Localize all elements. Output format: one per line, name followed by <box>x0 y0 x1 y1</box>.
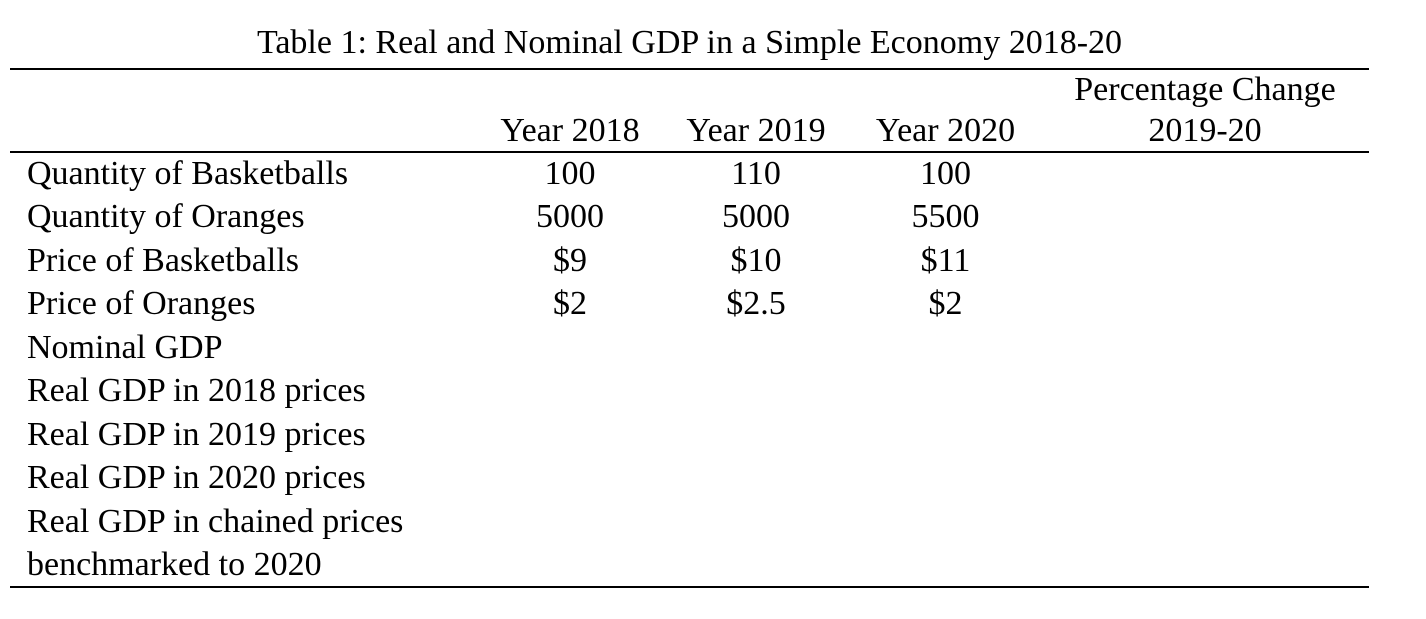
cell-year-2019 <box>662 370 850 414</box>
header-row-years: Year 2018 Year 2019 Year 2020 2019-20 <box>10 110 1369 153</box>
cell-year-2018: $2 <box>553 285 587 323</box>
cell-year-2020: $2 <box>928 285 963 323</box>
table-row: Real GDP in chained prices <box>10 500 1369 544</box>
row-label: Real GDP in 2018 prices <box>27 372 366 410</box>
column-header-year-2019: Year 2019 <box>662 110 850 153</box>
cell-year-2020 <box>850 500 1041 544</box>
row-label: benchmarked to 2020 <box>27 545 322 583</box>
cell-year-2020 <box>850 326 1041 370</box>
cell-year-2020: 5500 <box>911 198 980 236</box>
cell-year-2020: 100 <box>920 155 971 193</box>
cell-year-2018: 100 <box>544 155 596 193</box>
cell-year-2019 <box>662 544 850 588</box>
table-row: Real GDP in 2018 prices <box>10 370 1369 414</box>
table-caption: Table 1: Real and Nominal GDP in a Simpl… <box>256 24 1123 61</box>
table-row: Quantity of Oranges 5000 5000 5500 <box>10 196 1369 240</box>
cell-year-2018 <box>478 413 662 457</box>
cell-year-2020 <box>850 544 1041 588</box>
cell-year-2020 <box>850 413 1041 457</box>
cell-year-2020 <box>850 370 1041 414</box>
cell-year-2018 <box>478 326 662 370</box>
cell-year-2019: 5000 <box>722 198 790 236</box>
table-row: Price of Basketballs $9 $10 $11 <box>10 239 1369 283</box>
cell-percentage-change <box>1041 326 1369 370</box>
cell-year-2018 <box>478 544 662 588</box>
cell-year-2019: $10 <box>730 241 782 279</box>
cell-year-2019 <box>662 500 850 544</box>
column-header-year-2020: Year 2020 <box>850 110 1041 153</box>
header-row-group: Percentage Change <box>10 69 1369 111</box>
cell-percentage-change <box>1041 457 1369 501</box>
cell-percentage-change <box>1041 239 1369 283</box>
column-header-rowlabel <box>10 110 478 153</box>
row-label: Real GDP in 2019 prices <box>27 415 366 453</box>
table-row: Nominal GDP <box>10 326 1369 370</box>
table-header: Percentage Change Year 2018 Year 2019 Ye… <box>10 69 1369 153</box>
cell-year-2019 <box>662 457 850 501</box>
cell-percentage-change <box>1041 283 1369 327</box>
cell-percentage-change <box>1041 370 1369 414</box>
cell-year-2020 <box>850 457 1041 501</box>
cell-percentage-change <box>1041 413 1369 457</box>
column-header-2019-20: 2019-20 <box>1041 110 1369 153</box>
column-header-percentage-change: Percentage Change <box>1074 71 1336 109</box>
table-row: Quantity of Basketballs 100 110 100 <box>10 152 1369 196</box>
row-label: Real GDP in chained prices <box>27 502 404 540</box>
cell-year-2019 <box>662 326 850 370</box>
cell-percentage-change <box>1041 544 1369 588</box>
table-row: benchmarked to 2020 <box>10 544 1369 588</box>
cell-year-2019 <box>662 413 850 457</box>
cell-year-2018 <box>478 500 662 544</box>
table-row: Real GDP in 2019 prices <box>10 413 1369 457</box>
cell-year-2019: $2.5 <box>726 285 786 323</box>
cell-year-2018: $9 <box>553 241 587 279</box>
cell-percentage-change <box>1041 196 1369 240</box>
row-label: Quantity of Oranges <box>27 198 305 236</box>
cell-percentage-change <box>1041 152 1369 196</box>
table-row: Real GDP in 2020 prices <box>10 457 1369 501</box>
cell-year-2018: 5000 <box>536 198 604 236</box>
cell-year-2020: $11 <box>920 241 971 279</box>
header-cell-empty <box>10 69 478 111</box>
cell-percentage-change <box>1041 500 1369 544</box>
cell-year-2019: 110 <box>731 155 781 193</box>
table-body: Quantity of Basketballs 100 110 100 Quan… <box>10 152 1369 587</box>
cell-year-2018 <box>478 457 662 501</box>
table-row: Price of Oranges $2 $2.5 $2 <box>10 283 1369 327</box>
cell-year-2018 <box>478 370 662 414</box>
row-label: Price of Oranges <box>27 285 256 323</box>
row-label: Price of Basketballs <box>27 241 299 279</box>
row-label: Real GDP in 2020 prices <box>27 459 366 497</box>
column-header-year-2018: Year 2018 <box>478 110 662 153</box>
gdp-table: Percentage Change Year 2018 Year 2019 Ye… <box>10 68 1369 588</box>
row-label: Nominal GDP <box>27 328 223 366</box>
row-label: Quantity of Basketballs <box>27 155 349 193</box>
